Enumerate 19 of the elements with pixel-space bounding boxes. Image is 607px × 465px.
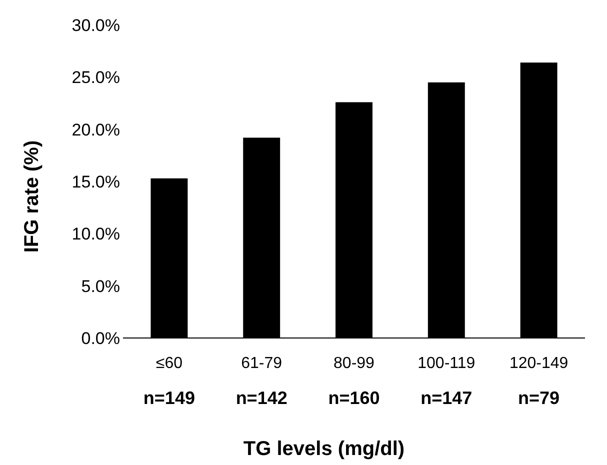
y-tick-label: 30.0% <box>72 16 120 35</box>
x-axis-title: TG levels (mg/dl) <box>243 438 405 460</box>
text: n=79 <box>518 388 560 408</box>
x-tick-label: 61-79 <box>241 355 282 372</box>
y-tick-label: 15.0% <box>72 172 120 192</box>
y-tick-label: 0.0% <box>81 328 120 348</box>
y-axis-title: IFG rate (%) <box>21 140 43 253</box>
text: n=160 <box>328 388 380 408</box>
x-tick-label: ≤60 <box>156 355 183 372</box>
y-tick-label: 20.0% <box>72 120 120 140</box>
text: n=147 <box>420 388 472 408</box>
text: n=142 <box>236 388 288 408</box>
y-tick-label: 10.0% <box>72 224 120 244</box>
x-tick-label: 120-149 <box>509 355 568 372</box>
text: n=149 <box>143 388 195 408</box>
x-tick-label: 100-119 <box>418 355 476 372</box>
y-tick-label: 25.0% <box>72 68 120 88</box>
x-tick-label: 80-99 <box>334 355 375 372</box>
y-tick-label: 5.0% <box>81 276 120 296</box>
